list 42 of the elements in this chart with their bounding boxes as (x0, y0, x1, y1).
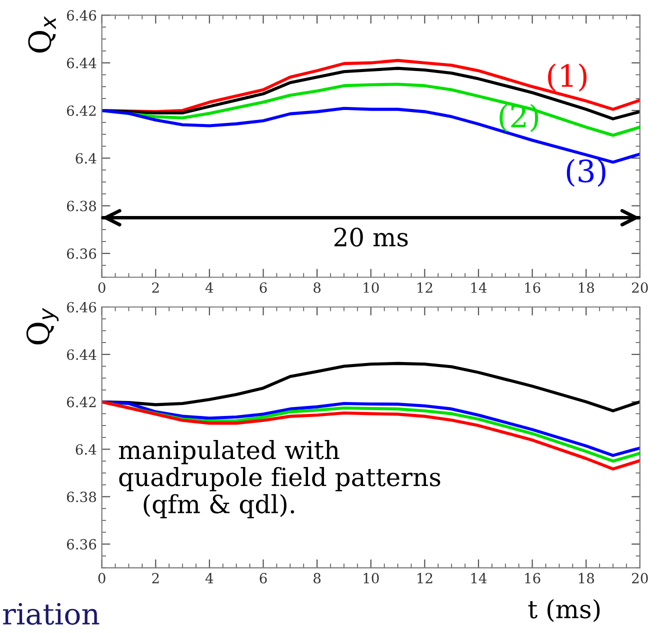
y-tick-label: 6.38 (66, 200, 96, 212)
y-tick-label: 6.4 (76, 153, 96, 164)
x-tick-label: 4 (205, 282, 214, 293)
y-tick-label: 6.46 (66, 10, 96, 21)
x-tick-label: 10 (364, 282, 379, 293)
x-tick-label: 14 (471, 572, 487, 584)
x-tick-label: 0 (98, 282, 106, 293)
y-tick-label: 6.38 (66, 492, 96, 502)
x-tick-label: 6 (260, 282, 267, 293)
y-tick-label: 6.44 (66, 349, 96, 360)
y-tick-label: 6.4 (76, 444, 96, 455)
ref-line-label: 20 ms (334, 228, 408, 247)
x-tick-label: 0 (98, 572, 106, 584)
x-tick-label: 2 (152, 572, 159, 584)
text: riation (3, 602, 100, 625)
x-tick-label: 10 (364, 572, 379, 584)
x-tick-label: 4 (205, 572, 214, 584)
x-tick-label: 8 (314, 572, 321, 584)
x-axis-title: t (ms) (528, 599, 600, 622)
x-tick-label: 14 (471, 282, 487, 293)
series-label: (3) (566, 158, 606, 187)
y-axis-title: Q$_{y}$ (26, 308, 59, 344)
y-tick-label: 6.44 (66, 58, 96, 68)
x-tick-label: 18 (578, 282, 594, 293)
y-tick-label: 6.46 (66, 302, 96, 312)
x-tick-label: 12 (418, 282, 432, 293)
x-tick-label: 6 (260, 572, 267, 584)
x-tick-label: 12 (418, 572, 432, 584)
x-tick-label: 18 (578, 572, 594, 584)
y-tick-label: 6.36 (66, 248, 96, 259)
annotation: manipulated with quadrupole field patterns (qfm & qdl). (118, 440, 440, 518)
x-tick-label: 8 (314, 282, 321, 293)
y-tick-label: 6.42 (66, 396, 96, 408)
x-tick-label: 20 (632, 572, 648, 584)
x-tick-label: 16 (525, 282, 540, 293)
x-tick-label: 2 (152, 282, 159, 293)
y-axis-title: Q$_{x}$ (28, 16, 56, 53)
series-label: (1) (548, 64, 586, 92)
x-tick-label: 16 (525, 572, 540, 584)
y-tick-label: 6.42 (66, 105, 96, 116)
x-tick-label: 20 (632, 282, 648, 293)
y-tick-label: 6.36 (66, 539, 96, 550)
